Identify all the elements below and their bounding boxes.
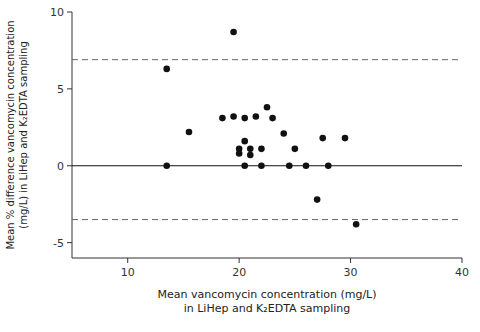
x-tick-label: 40 bbox=[455, 266, 469, 279]
point bbox=[219, 115, 226, 122]
upper-loa-line bbox=[72, 59, 462, 60]
point bbox=[264, 104, 271, 111]
y-tick bbox=[67, 242, 72, 243]
x-tick bbox=[350, 258, 351, 263]
y-tick bbox=[67, 165, 72, 166]
point bbox=[186, 129, 193, 136]
point bbox=[353, 221, 360, 228]
plot-area bbox=[72, 29, 462, 228]
point bbox=[247, 152, 254, 159]
point bbox=[253, 113, 260, 120]
x-tick bbox=[462, 258, 463, 263]
y-axis-label: Mean % difference vancomycin concentrati… bbox=[5, 20, 16, 249]
point bbox=[163, 162, 170, 169]
y-tick bbox=[67, 12, 72, 13]
point bbox=[325, 162, 332, 169]
y-axis-line bbox=[72, 12, 73, 258]
y-tick-label: 0 bbox=[57, 160, 64, 173]
chart-svg: -5 0 5 10 10 20 30 40 Mean vancomycin concentrat… bbox=[0, 0, 480, 332]
x-tick-label: 20 bbox=[232, 266, 246, 279]
point bbox=[258, 162, 265, 169]
point bbox=[247, 146, 254, 153]
point bbox=[286, 162, 293, 169]
y-tick-label: 5 bbox=[57, 83, 64, 96]
x-tick bbox=[239, 258, 240, 263]
point bbox=[269, 115, 276, 122]
point bbox=[230, 113, 237, 120]
point bbox=[241, 162, 248, 169]
x-tick-label: 30 bbox=[344, 266, 358, 279]
y-tick-label: 10 bbox=[50, 6, 64, 19]
x-tick-label: 10 bbox=[121, 266, 135, 279]
lower-loa-line bbox=[72, 219, 462, 220]
point bbox=[241, 115, 248, 122]
point bbox=[303, 162, 310, 169]
point bbox=[230, 29, 237, 36]
point bbox=[236, 150, 243, 157]
y-tick bbox=[67, 88, 72, 89]
x-tick bbox=[127, 258, 128, 263]
point bbox=[163, 66, 170, 73]
point bbox=[241, 138, 248, 145]
point bbox=[319, 135, 326, 142]
chart-container: -5 0 5 10 10 20 30 40 Mean vancomycin concentrat… bbox=[0, 0, 480, 332]
y-axis-label: (mg/L) in LiHep and K₂EDTA sampling bbox=[18, 41, 29, 228]
x-axis-line bbox=[72, 258, 462, 259]
point bbox=[280, 130, 287, 137]
point bbox=[258, 146, 265, 153]
y-tick-label: -5 bbox=[53, 237, 64, 250]
x-axis-label: Mean vancomycin concentration (mg/L) bbox=[157, 288, 376, 301]
point bbox=[292, 146, 299, 153]
mean-line bbox=[72, 165, 462, 166]
x-axis-label: in LiHep and K₂EDTA sampling bbox=[184, 302, 351, 315]
point bbox=[314, 196, 321, 203]
point bbox=[342, 135, 349, 142]
